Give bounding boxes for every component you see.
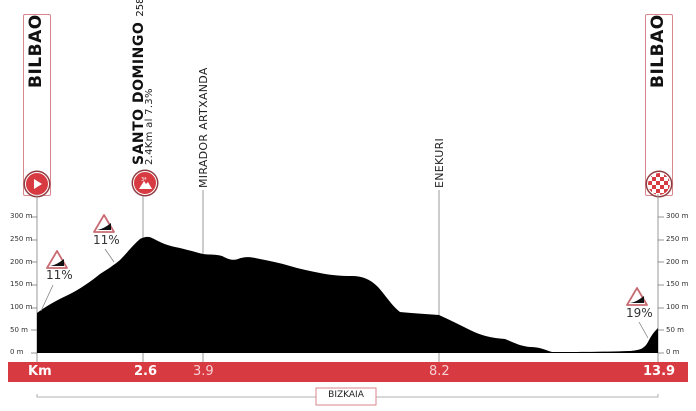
km-mark-2-6: 2.6 xyxy=(134,364,158,379)
km-bar-label: Km xyxy=(28,364,52,379)
y-tick-right: 50 m xyxy=(666,326,684,334)
km-mark-8-2: 8.2 xyxy=(429,364,450,379)
gradient-label: 11% xyxy=(93,233,120,247)
y-tick-left: 50 m xyxy=(10,326,28,334)
gradient-label: 19% xyxy=(626,306,653,320)
y-tick-left: 100 m xyxy=(10,303,33,311)
km-mark-13-9: 13.9 xyxy=(643,364,676,379)
y-tick-right: 100 m xyxy=(666,303,689,311)
finish-checkered-icon xyxy=(647,172,671,196)
km-mark-3-9: 3.9 xyxy=(193,364,214,379)
start-town-box xyxy=(23,14,51,196)
y-tick-left: 150 m xyxy=(10,280,33,288)
mountain-category-icon: 3ª xyxy=(133,171,157,195)
y-tick-right: 250 m xyxy=(666,235,689,243)
gradient-label: 11% xyxy=(46,268,73,282)
y-tick-left: 0 m xyxy=(10,348,24,356)
gradient-warning-icon xyxy=(46,250,68,269)
start-play-icon xyxy=(25,172,49,196)
region-label: BIZKAIA xyxy=(328,390,364,400)
y-tick-left: 200 m xyxy=(10,258,33,266)
y-tick-right: 300 m xyxy=(666,212,689,220)
y-tick-left: 250 m xyxy=(10,235,33,243)
gradient-warning-icon xyxy=(626,287,648,306)
y-tick-right: 200 m xyxy=(666,258,689,266)
y-tick-right: 150 m xyxy=(666,280,689,288)
gradient-warning-icon xyxy=(93,214,115,233)
svg-text:3ª: 3ª xyxy=(141,177,147,183)
y-tick-left: 300 m xyxy=(10,212,33,220)
y-tick-right: 0 m xyxy=(666,348,680,356)
km-bar xyxy=(8,362,688,382)
